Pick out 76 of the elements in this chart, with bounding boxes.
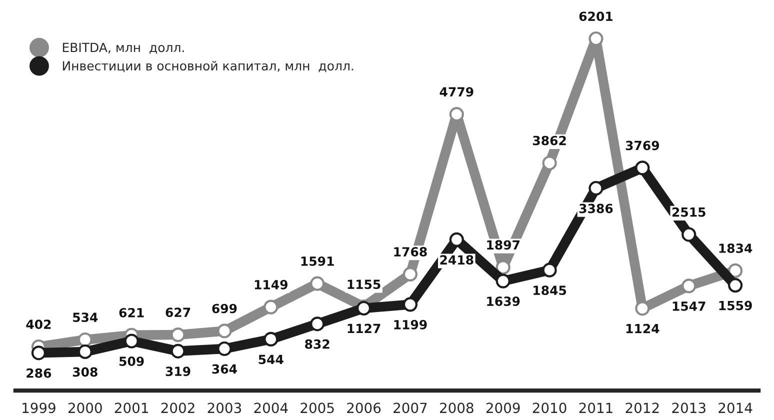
point: [170, 327, 186, 342]
data-label: 1845: [534, 286, 566, 296]
data-label: 1199: [394, 320, 427, 330]
x-tick-label: 2007: [394, 402, 427, 414]
x-tick-label: 2003: [208, 402, 242, 414]
point: [78, 332, 92, 348]
point: [635, 301, 650, 316]
point: [682, 278, 696, 294]
point: [449, 232, 464, 247]
point: [124, 334, 139, 348]
point: [402, 297, 418, 312]
point: [728, 263, 743, 278]
data-label: 3386: [579, 204, 613, 214]
point: [542, 156, 557, 170]
x-tick-label: 2004: [254, 402, 288, 414]
x-tick-label: 2011: [579, 402, 612, 414]
point: [588, 180, 604, 196]
point: [496, 274, 510, 288]
x-tick-label: 2000: [68, 402, 102, 414]
data-label: 2418: [440, 255, 474, 265]
point: [728, 278, 743, 293]
point: [635, 160, 650, 176]
x-tick-label: 2005: [300, 402, 334, 414]
point: [264, 332, 278, 346]
data-label: 286: [26, 368, 52, 378]
data-label: 1127: [348, 324, 380, 334]
point: [542, 262, 557, 278]
data-label: 1559: [719, 300, 752, 310]
point: [264, 300, 278, 314]
data-label: 3862: [532, 136, 566, 146]
point: [402, 266, 418, 282]
data-label: 699: [212, 304, 237, 314]
x-tick-label: 2001: [114, 402, 148, 414]
data-label: 832: [305, 339, 330, 349]
data-label: 1768: [394, 247, 427, 256]
data-label: 4779: [440, 87, 474, 97]
point: [310, 316, 325, 332]
point: [78, 344, 92, 360]
data-label: 3769: [626, 140, 660, 150]
point: [217, 324, 232, 338]
x-tick-label: 2010: [532, 402, 566, 414]
data-label: 2515: [672, 207, 706, 217]
point: [310, 276, 325, 291]
data-label: 1124: [626, 324, 660, 334]
point: [682, 227, 696, 242]
data-label: 621: [119, 308, 144, 318]
x-tick-label: 2006: [347, 402, 381, 414]
x-tick-label: 2012: [626, 402, 659, 414]
data-label: 308: [72, 367, 98, 377]
legend-label: EBITDA, млн долл.: [62, 42, 184, 54]
legend-label: Инвестиции в основной капитал, млн долл.: [62, 60, 354, 72]
point: [217, 341, 232, 356]
data-label: 1834: [719, 244, 752, 253]
data-label: 1897: [487, 240, 520, 250]
point: [496, 260, 510, 275]
x-tick-label: 2014: [718, 402, 752, 414]
data-label: 544: [258, 354, 284, 364]
data-label: 319: [166, 366, 190, 376]
data-label: 364: [212, 364, 237, 374]
x-tick-label: 2002: [161, 402, 194, 414]
x-tick-label: 2013: [672, 402, 706, 414]
data-label: 509: [120, 356, 144, 366]
data-label: 1591: [301, 256, 334, 266]
data-label: 1155: [348, 280, 380, 290]
x-tick-label: 1999: [22, 402, 56, 414]
data-label: 402: [26, 320, 51, 330]
x-tick-label: 2009: [486, 402, 520, 414]
point: [31, 346, 46, 360]
point: [170, 344, 186, 358]
x-tick-label: 2008: [440, 402, 474, 414]
data-label: 627: [166, 308, 190, 318]
data-label: 1639: [487, 296, 520, 306]
data-label: 6201: [579, 12, 613, 22]
data-label: 1547: [672, 302, 706, 311]
data-label: 534: [73, 312, 98, 322]
data-label: 1149: [254, 280, 288, 290]
